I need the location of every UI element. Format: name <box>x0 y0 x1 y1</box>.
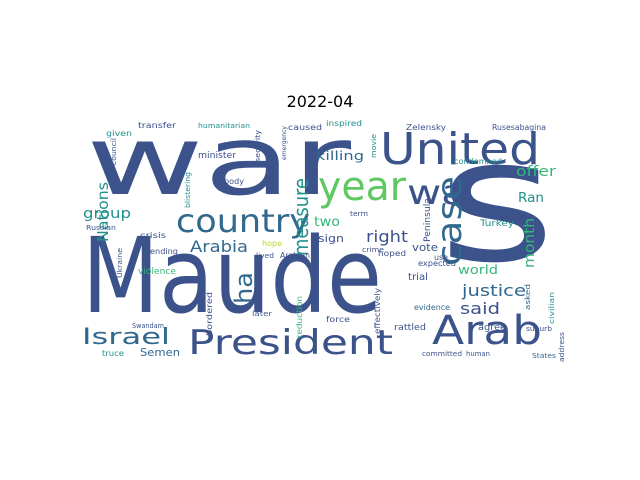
word-address: address <box>558 332 566 362</box>
word-arabian: Arabian <box>280 251 310 260</box>
word-use: use <box>434 253 448 262</box>
word-committed: committed <box>422 350 462 358</box>
word-peninsula: Peninsula <box>423 198 433 242</box>
word-hoped: hoped <box>378 249 406 258</box>
word-sign: sign <box>318 232 344 245</box>
word-reduction: reduction <box>295 296 304 338</box>
word-right: right <box>366 227 408 246</box>
word-s: s <box>438 118 556 301</box>
word-force: force <box>326 315 350 324</box>
word-emergency: emergency <box>281 126 288 160</box>
word-human: human <box>466 350 490 358</box>
word-trial: trial <box>408 272 428 283</box>
word-given: given <box>106 129 132 138</box>
word-bordered: bordered <box>205 292 214 336</box>
word-ukraine: Ukraine <box>116 248 124 278</box>
word-justice: justice <box>461 281 526 300</box>
word-maude: Maude <box>82 215 382 337</box>
word-agree: agree <box>478 323 506 333</box>
word-killing: killing <box>316 149 364 163</box>
word-offer: offer <box>516 164 556 180</box>
word-civilian: civilian <box>548 292 556 324</box>
word-cloud: war Maude s United year wa country case … <box>82 118 566 363</box>
word-minister: minister <box>198 151 236 161</box>
word-measure: measure <box>289 178 313 256</box>
word-president: President <box>188 323 393 363</box>
word-violence: violence <box>138 267 176 277</box>
word-ha: ha <box>230 272 258 304</box>
word-evidence: evidence <box>414 303 450 312</box>
word-hope: hope <box>262 239 282 248</box>
word-expected: expected <box>418 259 456 268</box>
word-later: later <box>252 310 272 318</box>
word-humanitarian: humanitarian <box>198 122 250 130</box>
word-body: body <box>224 177 244 186</box>
word-asked: asked <box>524 284 532 310</box>
word-case: case <box>430 176 470 266</box>
word-transfer: transfer <box>138 121 177 130</box>
word-nations: Nations <box>94 182 112 242</box>
word-vote: vote <box>412 241 438 254</box>
word-rattled: rattled <box>394 323 426 333</box>
word-truce: truce <box>102 349 124 358</box>
word-said: said <box>460 299 500 318</box>
word-crisis: crisis <box>140 231 166 240</box>
word-arab: Arab <box>432 308 542 354</box>
word-country: country <box>176 202 310 240</box>
word-council: Council <box>110 138 118 166</box>
word-rusesabagina: Rusesabagina <box>492 123 546 132</box>
word-blistering: blistering <box>184 172 192 208</box>
word-month: month <box>522 218 538 268</box>
word-zelensky: Zelensky <box>406 123 446 132</box>
word-swandam: Swandam <box>132 322 164 330</box>
word-ending: ending <box>150 247 178 256</box>
word-caused: caused <box>288 123 322 132</box>
word-movie: movie <box>370 134 378 158</box>
word-cloud-frame: war Maude s United year wa country case … <box>80 118 570 365</box>
word-israel: Israel <box>82 325 170 350</box>
word-arabia: Arabia <box>190 237 248 256</box>
word-semen: Semen <box>140 346 180 359</box>
word-inspired: inspired <box>326 119 362 128</box>
word-crime: crime <box>362 246 384 254</box>
word-russian: Russian <box>86 224 116 232</box>
word-group: group <box>83 206 131 222</box>
word-world: world <box>458 263 498 277</box>
word-suburb: suburb <box>526 325 553 333</box>
word-war: war <box>86 118 352 217</box>
word-ran: Ran <box>518 191 544 206</box>
figure-title: 2022-04 <box>286 92 354 111</box>
word-turkey: Turkey <box>479 219 515 229</box>
word-security: security <box>254 130 262 162</box>
word-effectively: effectively <box>373 288 382 334</box>
word-term: term <box>350 210 368 218</box>
word-wa: wa <box>407 173 467 213</box>
word-united: United <box>380 124 540 175</box>
word-lived: lived <box>256 252 274 260</box>
word-condemned: condemned <box>454 157 502 166</box>
word-year: year <box>318 164 407 210</box>
word-states: States <box>532 352 556 360</box>
word-two: two <box>314 215 340 230</box>
